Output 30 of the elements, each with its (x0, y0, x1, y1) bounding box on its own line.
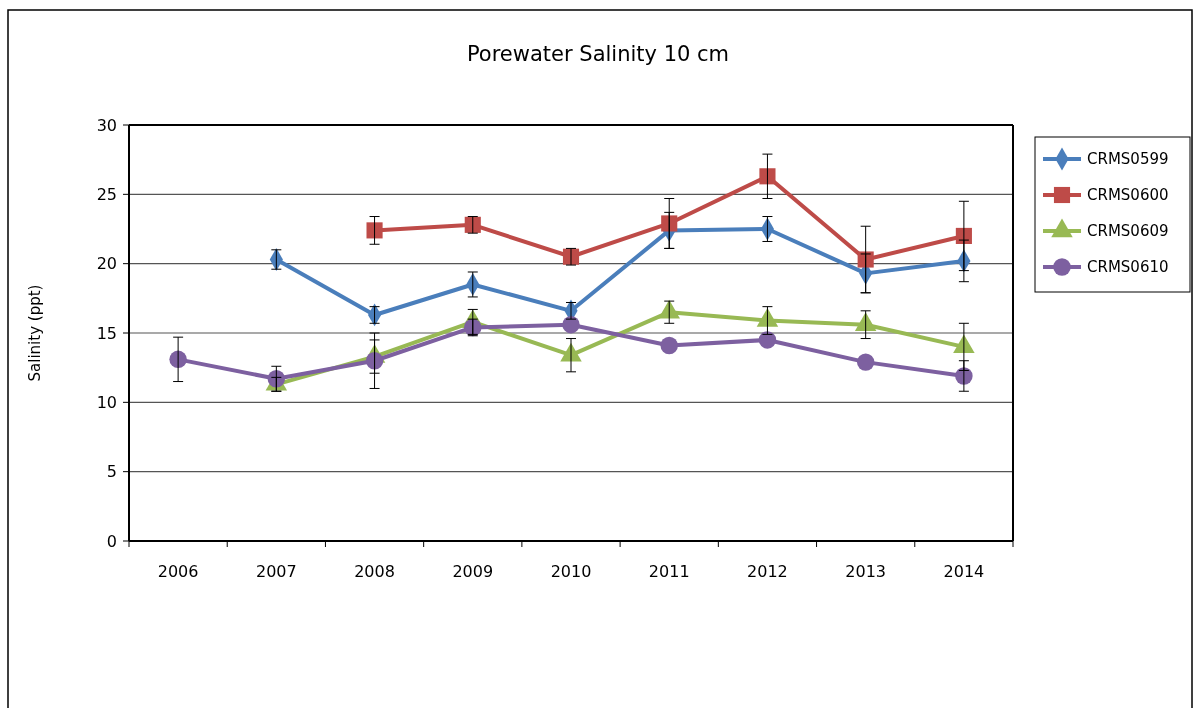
point (856, 353, 875, 371)
y-tick-label: 10 (96, 392, 117, 412)
x-tick-label: 2010 (550, 562, 592, 581)
x-tick-label: 2008 (354, 562, 395, 581)
y-tick-label: 30 (96, 115, 117, 135)
point (365, 352, 384, 370)
legend-label: CRMS0610 (1087, 258, 1169, 277)
x-tick-label: 2009 (452, 562, 494, 581)
x-tick-label: 2006 (157, 562, 199, 581)
x-tick-label: 2014 (943, 562, 985, 581)
y-tick-label: 15 (96, 323, 117, 343)
legend-label: CRMS0600 (1087, 186, 1169, 205)
y-tick-label: 20 (96, 254, 117, 274)
x-tick-label: 2007 (255, 562, 297, 581)
legend-label: CRMS0609 (1087, 222, 1169, 241)
point (366, 222, 383, 239)
point (660, 336, 678, 355)
point (758, 331, 777, 349)
x-tick-label: 2013 (845, 562, 887, 581)
point (562, 315, 580, 334)
legend-label: CRMS0599 (1087, 150, 1169, 169)
chart-title: Porewater Salinity 10 cm (466, 42, 730, 66)
x-tick-label: 2012 (747, 562, 788, 581)
y-axis-title: Salinity (ppt) (26, 284, 44, 382)
x-tick-label: 2011 (648, 562, 690, 581)
y-tick-label: 25 (96, 184, 117, 204)
y-tick-label: 5 (106, 462, 117, 482)
point (759, 168, 776, 185)
y-tick-label: 0 (106, 531, 117, 551)
point (661, 215, 678, 232)
